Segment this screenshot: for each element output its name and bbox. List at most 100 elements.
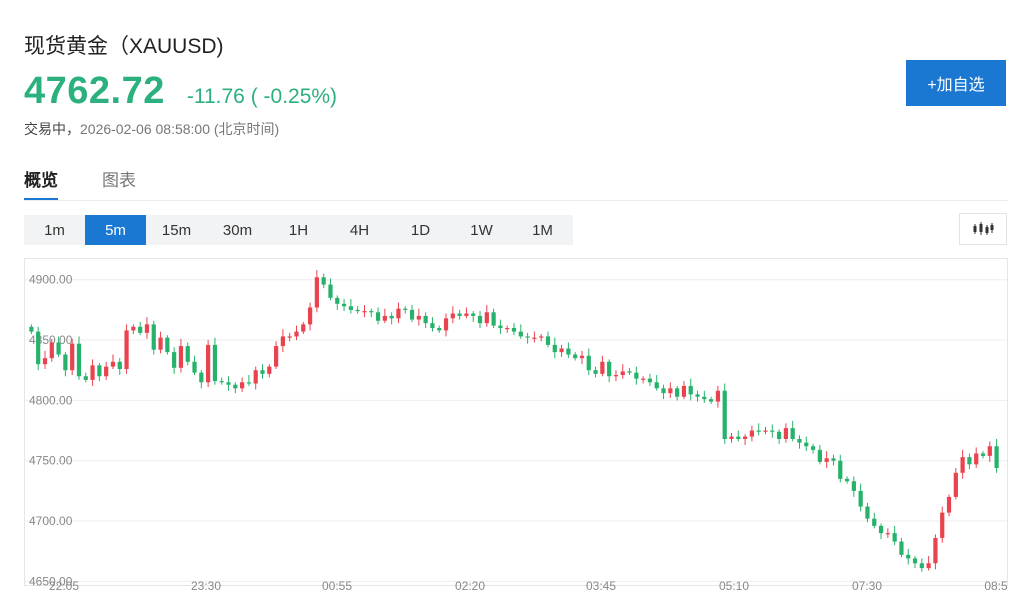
candle-body xyxy=(110,361,116,367)
candle-body xyxy=(471,313,476,316)
candle-body xyxy=(980,453,986,456)
candle-body xyxy=(776,431,782,439)
y-tick-label: 4800.00 xyxy=(29,393,73,407)
candle-body xyxy=(545,336,551,345)
interval-1d[interactable]: 1D xyxy=(410,221,431,239)
x-tick-label: 07:30 xyxy=(852,579,882,593)
interval-selector: 1m 5m 15m 30m 1H 4H 1D 1W 1M xyxy=(24,215,573,245)
candle-body xyxy=(233,384,238,389)
candle-body xyxy=(144,324,150,333)
trading-state: 交易中， xyxy=(24,121,80,137)
candle-body xyxy=(56,342,61,355)
add-watchlist-button[interactable]: +加自选 xyxy=(906,60,1006,106)
candle-body xyxy=(722,390,727,439)
candle-body xyxy=(477,315,483,324)
candle-body xyxy=(185,346,190,362)
candle-body xyxy=(586,355,591,371)
candle-body xyxy=(946,496,952,513)
tab-overview[interactable]: 概览 xyxy=(24,166,58,201)
candle-body xyxy=(607,361,612,377)
candle-body xyxy=(987,446,992,456)
interval-1h[interactable]: 1H xyxy=(288,221,309,239)
x-tick-label: 08:5 xyxy=(984,579,1008,593)
candlestick-chart[interactable]: 4900.004850.004800.004750.004700.004650.… xyxy=(24,258,1008,598)
candlestick-icon xyxy=(973,222,994,235)
candle-body xyxy=(29,326,34,332)
candle-body xyxy=(872,518,877,526)
candle-body xyxy=(294,331,299,337)
y-tick-label: 4750.00 xyxy=(29,454,73,468)
candle-body xyxy=(715,390,721,402)
candle-body xyxy=(518,331,523,337)
interval-4h[interactable]: 4H xyxy=(349,221,370,239)
price-row: 4762.72 -11.76 ( -0.25%) xyxy=(24,70,337,113)
candle-body xyxy=(138,326,143,333)
interval-1mo[interactable]: 1M xyxy=(532,221,553,239)
x-tick-label: 03:45 xyxy=(586,579,616,593)
tab-divider xyxy=(24,200,1008,201)
candle-body xyxy=(797,438,802,443)
candle-body xyxy=(307,307,313,325)
candle-body xyxy=(511,327,517,332)
candle-body xyxy=(124,330,129,370)
candle-body xyxy=(885,533,890,535)
interval-15m[interactable]: 15m xyxy=(161,221,192,239)
candle-body xyxy=(396,308,401,319)
candle-body xyxy=(443,318,449,331)
candle-body xyxy=(878,525,884,534)
candle-body xyxy=(810,446,816,450)
interval-30m[interactable]: 30m xyxy=(222,221,253,239)
interval-1m[interactable]: 1m xyxy=(44,221,65,239)
chart-frame xyxy=(24,258,1008,586)
candle-body xyxy=(484,312,489,324)
candle-body xyxy=(423,315,428,324)
candle-body xyxy=(858,490,863,507)
candle-body xyxy=(817,449,822,462)
candle-body xyxy=(321,277,326,285)
candle-body xyxy=(790,428,795,439)
candle-body xyxy=(620,371,625,376)
candle-body xyxy=(341,303,347,307)
candle-body xyxy=(90,365,95,380)
interval-1w[interactable]: 1W xyxy=(470,221,493,239)
candle-body xyxy=(912,558,918,564)
candle-body xyxy=(246,382,252,384)
candle-body xyxy=(763,430,768,432)
candle-body xyxy=(593,370,598,374)
x-tick-label: 02:20 xyxy=(455,579,485,593)
candle-body xyxy=(151,324,156,350)
price-change: -11.76 ( -0.25%) xyxy=(186,85,338,108)
x-tick-label: 22:05 xyxy=(49,579,79,593)
candle-body xyxy=(70,343,75,371)
trading-status: 交易中，2026-02-06 08:58:00 (北京时间) xyxy=(24,119,279,139)
chart-type-button[interactable] xyxy=(959,213,1007,245)
price-chart[interactable]: 4900.00 4850.00 4800.00 4750.00 4700.00 4650.… xyxy=(24,258,1008,598)
candle-body xyxy=(287,336,292,338)
candle-body xyxy=(280,336,286,347)
tab-chart[interactable]: 图表 xyxy=(102,171,136,190)
candle-body xyxy=(382,315,387,321)
x-tick-label: 05:10 xyxy=(719,579,749,593)
candle-body xyxy=(97,365,102,377)
candle-body xyxy=(729,436,734,439)
candle-body xyxy=(899,541,904,555)
candle-body xyxy=(355,309,360,312)
candle-body xyxy=(681,385,687,397)
candle-body xyxy=(573,354,578,359)
x-tick-label: 00:55 xyxy=(322,579,352,593)
candle-body xyxy=(647,378,653,383)
candle-body xyxy=(906,554,911,559)
y-tick-label: 4650.00 xyxy=(29,574,73,588)
candle-body xyxy=(226,382,231,385)
candle-body xyxy=(498,325,503,328)
candle-body xyxy=(742,436,748,439)
candle-body xyxy=(192,361,197,373)
interval-5m[interactable]: 5m xyxy=(85,215,146,245)
candle-body xyxy=(525,336,530,338)
candle-body xyxy=(824,458,829,462)
candle-body xyxy=(212,344,218,382)
candle-body xyxy=(804,442,809,447)
candle-body xyxy=(49,342,54,359)
candle-body xyxy=(613,375,619,377)
candle-body xyxy=(627,371,632,373)
